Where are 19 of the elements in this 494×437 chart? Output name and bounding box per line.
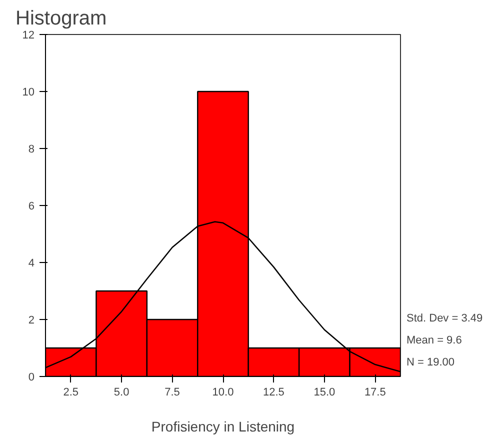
x-axis-title: Profisiency in Listening	[151, 418, 295, 434]
text: Mean = 9.6	[406, 334, 462, 346]
y-tick-label: 4	[28, 258, 35, 270]
y-tick-label: 12	[22, 30, 35, 42]
y-tick-label: 8	[28, 144, 35, 156]
x-tick-label: 15.0	[314, 386, 336, 398]
x-tick-label: 12.5	[263, 386, 284, 398]
y-tick-label: 2	[28, 314, 35, 326]
y-tick-label: 10	[22, 86, 35, 98]
y-tick-label: 0	[28, 372, 35, 384]
x-tick-label: 7.5	[164, 386, 180, 398]
y-tick-label: 6	[28, 200, 35, 212]
x-tick-label: 5.0	[114, 386, 130, 398]
x-tick-label: 17.5	[364, 386, 386, 398]
text: Std. Dev = 3.49	[406, 312, 483, 324]
text: N = 19.00	[406, 356, 455, 368]
chart-title: Histogram	[16, 8, 107, 30]
x-tick-label: 2.5	[63, 386, 79, 398]
x-tick-label: 10.0	[212, 386, 234, 398]
